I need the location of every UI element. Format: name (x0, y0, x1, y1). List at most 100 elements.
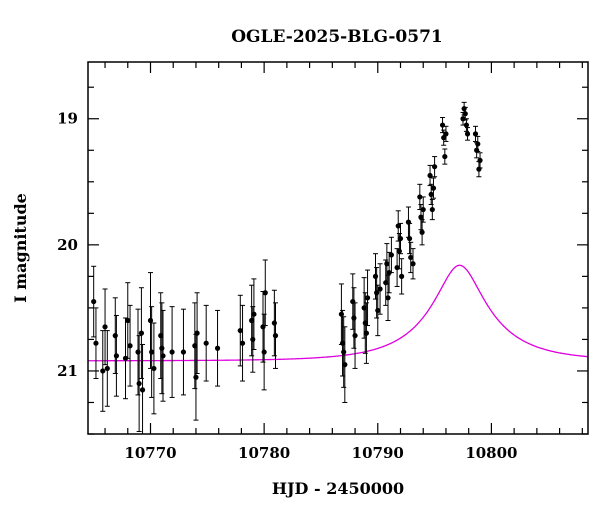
point-marker (352, 333, 358, 339)
data-point (384, 243, 390, 285)
point-marker (408, 254, 414, 261)
y-tick-label: 19 (57, 110, 78, 128)
point-marker (430, 185, 437, 191)
point-marker (214, 345, 221, 351)
data-point (464, 127, 471, 141)
point-marker (136, 380, 142, 387)
point-marker (102, 324, 108, 330)
point-marker (461, 106, 467, 112)
data-point (462, 106, 468, 121)
data-point (342, 326, 348, 403)
data-point (429, 198, 435, 221)
y-axis-label: I magnitude (11, 193, 30, 303)
data-point (138, 287, 145, 380)
data-point (127, 304, 133, 387)
point-marker (93, 340, 99, 346)
data-point (237, 294, 243, 367)
point-marker (363, 330, 370, 336)
data-point (180, 308, 187, 396)
data-point (100, 330, 106, 412)
point-marker (431, 164, 438, 170)
point-marker (203, 340, 209, 346)
point-marker (250, 336, 256, 343)
point-marker (427, 172, 433, 179)
data-point (149, 306, 155, 398)
data-points-layer (91, 101, 483, 435)
data-point (271, 289, 277, 357)
point-marker (474, 147, 480, 153)
x-tick-label: 10800 (465, 444, 517, 462)
point-marker (418, 214, 424, 220)
model-curve-layer (88, 264, 589, 362)
point-marker (429, 206, 435, 213)
data-point (194, 292, 200, 374)
point-marker (475, 141, 481, 147)
data-point (405, 206, 412, 238)
point-marker (464, 131, 471, 137)
point-marker (100, 368, 106, 374)
point-marker (342, 362, 348, 368)
data-point (408, 241, 414, 274)
x-tick-label: 10770 (124, 444, 176, 462)
point-marker (372, 273, 379, 279)
data-point (430, 177, 437, 199)
x-tick-label: 10790 (352, 444, 404, 462)
data-point (351, 287, 357, 349)
data-point (352, 302, 358, 369)
data-point (406, 222, 413, 255)
chart-title: OGLE-2025-BLG-0571 (231, 27, 443, 47)
point-marker (180, 349, 187, 355)
axis-ticks-layer: 10770 10780 10790 10800 19 20 21 (57, 62, 588, 462)
point-marker (261, 349, 267, 355)
data-point (363, 302, 370, 364)
point-marker (138, 330, 145, 336)
y-tick-label: 20 (57, 236, 78, 254)
data-point (214, 309, 221, 387)
point-marker (160, 353, 166, 359)
data-point (113, 314, 120, 397)
point-marker (338, 311, 345, 317)
point-marker (388, 252, 395, 258)
data-point (419, 219, 425, 246)
data-point (427, 164, 433, 187)
point-marker (112, 333, 118, 339)
data-point (91, 265, 97, 338)
data-point (261, 313, 267, 391)
data-point (385, 274, 391, 322)
data-point (160, 309, 166, 402)
data-point (239, 304, 246, 382)
point-marker (396, 248, 402, 254)
point-marker (104, 365, 110, 372)
point-marker (441, 135, 447, 141)
point-marker (419, 229, 425, 235)
data-point (476, 161, 482, 178)
point-marker (476, 166, 482, 172)
point-marker (439, 122, 446, 128)
data-point (388, 236, 395, 274)
point-marker (420, 206, 426, 213)
point-marker (405, 219, 412, 225)
point-marker (271, 320, 277, 326)
point-marker (463, 122, 470, 128)
point-marker (462, 111, 468, 117)
data-point (441, 129, 447, 146)
data-point (442, 148, 448, 165)
point-marker (351, 315, 357, 321)
point-marker (262, 290, 268, 296)
point-marker (406, 235, 413, 242)
data-point (104, 330, 110, 407)
point-marker (135, 349, 141, 355)
point-marker (169, 349, 175, 355)
point-marker (375, 307, 381, 314)
data-point (399, 258, 405, 295)
point-marker (149, 349, 155, 355)
data-point (93, 307, 99, 380)
data-point (159, 302, 165, 395)
data-point (420, 196, 426, 223)
data-point (417, 183, 423, 211)
point-marker (385, 295, 391, 301)
point-marker (159, 345, 165, 351)
data-point (475, 135, 481, 153)
point-marker (397, 235, 404, 242)
